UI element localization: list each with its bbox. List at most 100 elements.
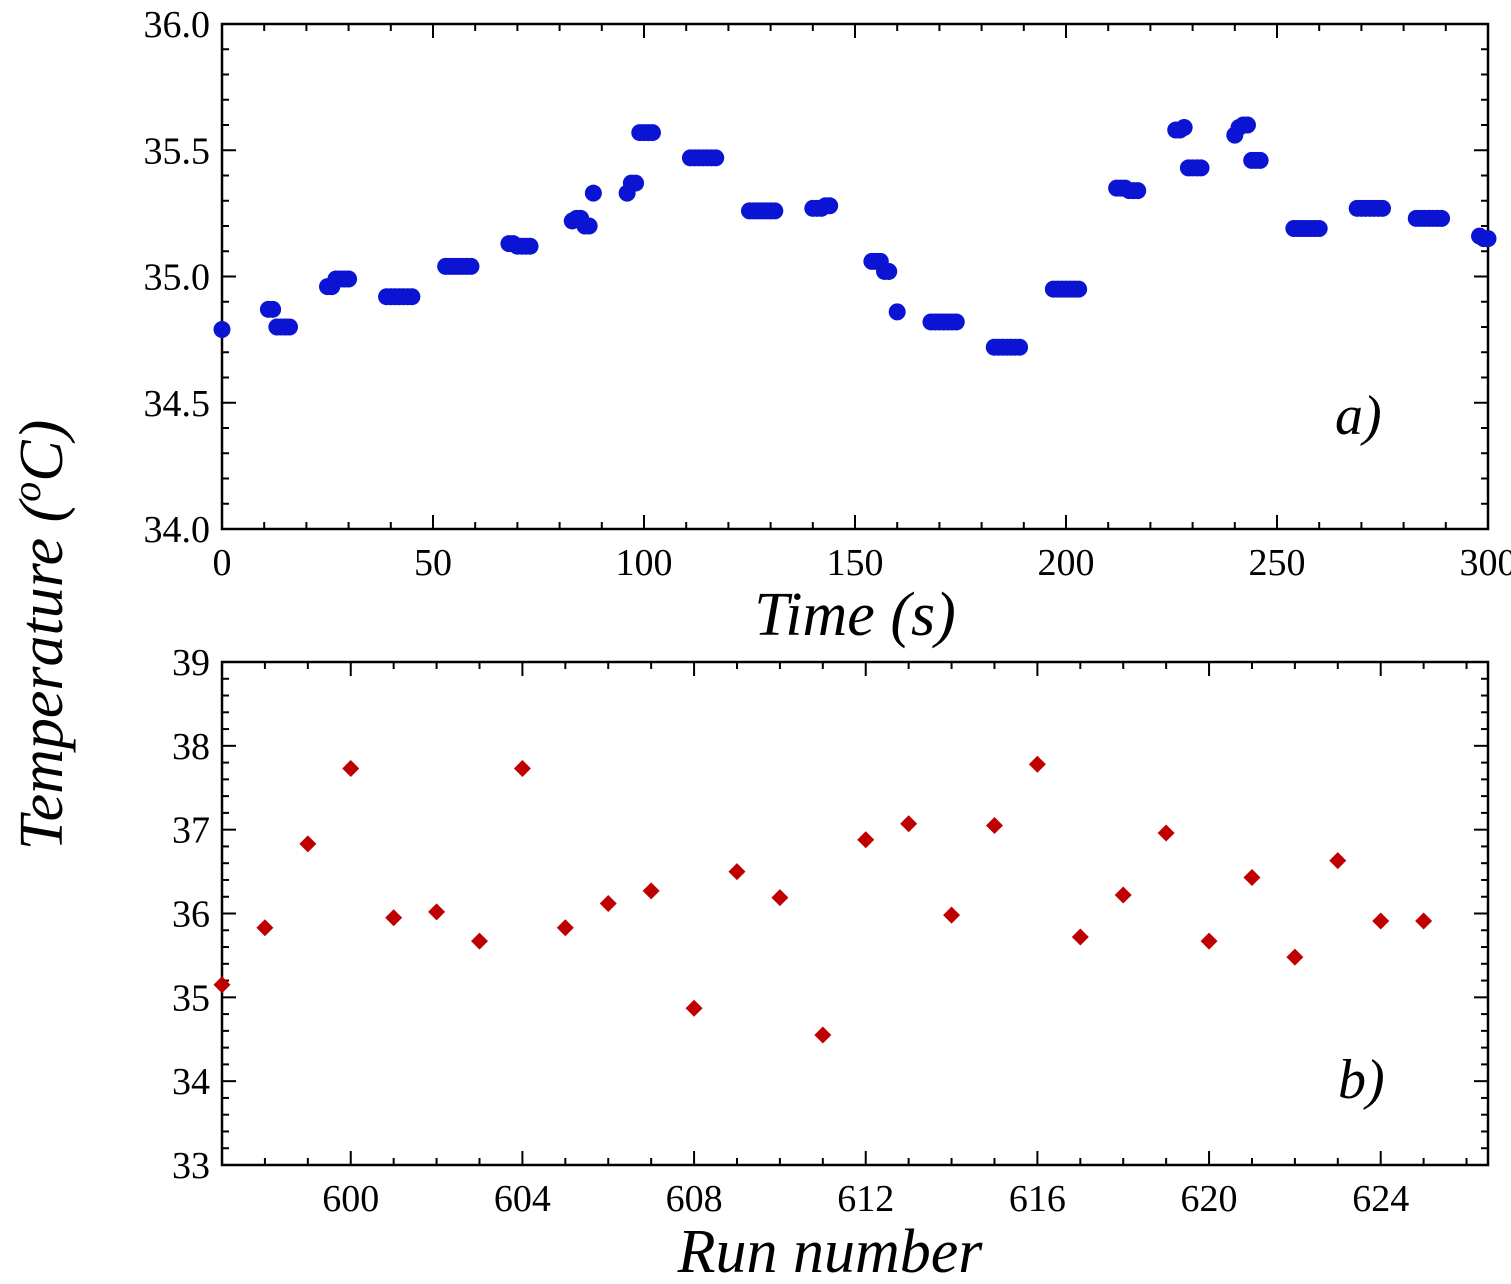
y-tick-label: 36 <box>172 894 210 936</box>
data-point <box>1243 868 1261 886</box>
data-point <box>728 863 746 881</box>
data-point <box>1129 182 1147 200</box>
data-point <box>213 976 231 994</box>
x-tick-label: 624 <box>1352 1178 1409 1220</box>
data-point <box>1310 220 1328 238</box>
y-tick-label: 35.5 <box>144 130 211 172</box>
data-point <box>1238 116 1256 134</box>
panel-a-x-tick-labels: 0 50 100 150 200 250 300 <box>213 542 1511 584</box>
y-axis-title-superscript: o <box>4 482 49 502</box>
y-tick-label: 38 <box>172 726 210 768</box>
data-point <box>385 909 403 927</box>
data-point <box>1157 824 1175 842</box>
x-tick-label: 100 <box>616 542 673 584</box>
panel-a-x-axis-title: Time (s) <box>754 581 956 649</box>
data-point <box>1374 199 1391 217</box>
data-point <box>985 816 1003 834</box>
y-axis-title-tail: C) <box>8 420 76 482</box>
data-point <box>1433 209 1451 227</box>
data-point <box>428 903 446 921</box>
y-tick-label: 36.0 <box>144 4 211 46</box>
y-axis-title-main: Temperature ( <box>8 498 76 850</box>
y-tick-label: 34.5 <box>144 383 211 425</box>
data-point <box>766 202 784 220</box>
panel-b-tag: b) <box>1338 1049 1385 1111</box>
data-point <box>888 303 906 321</box>
data-point <box>1028 755 1046 773</box>
data-point <box>857 831 875 849</box>
data-point <box>1071 928 1089 946</box>
data-point <box>281 318 299 336</box>
data-point <box>340 270 358 288</box>
x-tick-label: 150 <box>827 542 884 584</box>
data-point <box>1070 280 1088 298</box>
y-tick-label: 33 <box>172 1145 210 1187</box>
data-point <box>264 300 282 318</box>
x-tick-label: 612 <box>837 1178 894 1220</box>
panel-a-tag: a) <box>1335 385 1382 447</box>
data-point <box>900 815 918 833</box>
panel-b-x-axis-title: Run number <box>677 1218 984 1284</box>
data-point <box>1415 912 1433 930</box>
data-point <box>599 894 617 912</box>
data-point <box>1192 159 1210 177</box>
x-tick-label: 50 <box>414 542 452 584</box>
data-point <box>342 759 360 777</box>
data-point <box>642 882 660 900</box>
data-point <box>1479 230 1497 248</box>
panel-b-data-points <box>213 755 1433 1044</box>
data-point <box>521 237 539 255</box>
x-tick-label: 616 <box>1009 1178 1066 1220</box>
data-point <box>213 321 231 339</box>
data-point <box>627 174 645 192</box>
panel-b-ticks <box>222 661 1488 1166</box>
panel-b-x-tick-labels: 600 604 608 612 616 620 624 <box>322 1178 1409 1220</box>
data-point <box>513 759 531 777</box>
data-point <box>1011 338 1029 356</box>
y-tick-label: 34 <box>172 1061 210 1103</box>
data-point <box>403 288 421 306</box>
data-point <box>771 889 789 907</box>
data-point <box>1114 886 1132 904</box>
data-point <box>1372 912 1390 930</box>
y-tick-label: 35.0 <box>144 257 211 299</box>
data-point <box>1175 119 1193 137</box>
x-tick-label: 300 <box>1460 542 1511 584</box>
data-point <box>643 124 661 142</box>
panel-a-time-series: 34.034.535.035.536.0 0 50 100 150 200 250 300 … <box>144 4 1511 649</box>
data-point <box>462 257 480 275</box>
x-tick-label: 200 <box>1038 542 1095 584</box>
panel-a-plot-frame <box>220 22 1490 531</box>
data-point <box>556 919 574 937</box>
y-tick-label: 34.0 <box>144 509 211 551</box>
x-tick-label: 608 <box>666 1178 723 1220</box>
y-tick-label: 35 <box>172 977 210 1019</box>
data-point <box>685 999 703 1017</box>
data-point <box>814 1026 832 1044</box>
y-tick-label: 39 <box>172 642 210 684</box>
y-tick-label: 37 <box>172 810 210 852</box>
data-point <box>821 197 839 215</box>
data-point <box>943 906 961 924</box>
x-tick-label: 0 <box>213 542 232 584</box>
panel-a-ticks <box>221 23 1489 530</box>
data-point <box>1286 948 1304 966</box>
panel-a-y-tick-labels: 34.0 34.5 35.0 35.5 36.0 <box>144 4 211 551</box>
panel-b-y-tick-labels: 33 34 35 36 37 38 39 <box>172 642 210 1187</box>
x-tick-label: 604 <box>494 1178 551 1220</box>
panel-b-run-scatter: 33 34 35 36 37 38 39 600 604 608 612 616 620 624 Run… <box>172 642 1490 1284</box>
data-point <box>1329 852 1347 870</box>
data-point <box>1251 151 1269 169</box>
x-tick-label: 600 <box>322 1178 379 1220</box>
data-point <box>256 919 274 937</box>
data-point <box>1200 932 1218 950</box>
data-point <box>947 313 965 331</box>
x-tick-label: 250 <box>1249 542 1306 584</box>
data-point <box>584 184 602 202</box>
data-point <box>470 932 488 950</box>
y-axis-title: Temperature (oC) <box>4 420 76 850</box>
data-point <box>580 217 598 235</box>
data-point <box>707 149 725 167</box>
x-tick-label: 620 <box>1181 1178 1238 1220</box>
